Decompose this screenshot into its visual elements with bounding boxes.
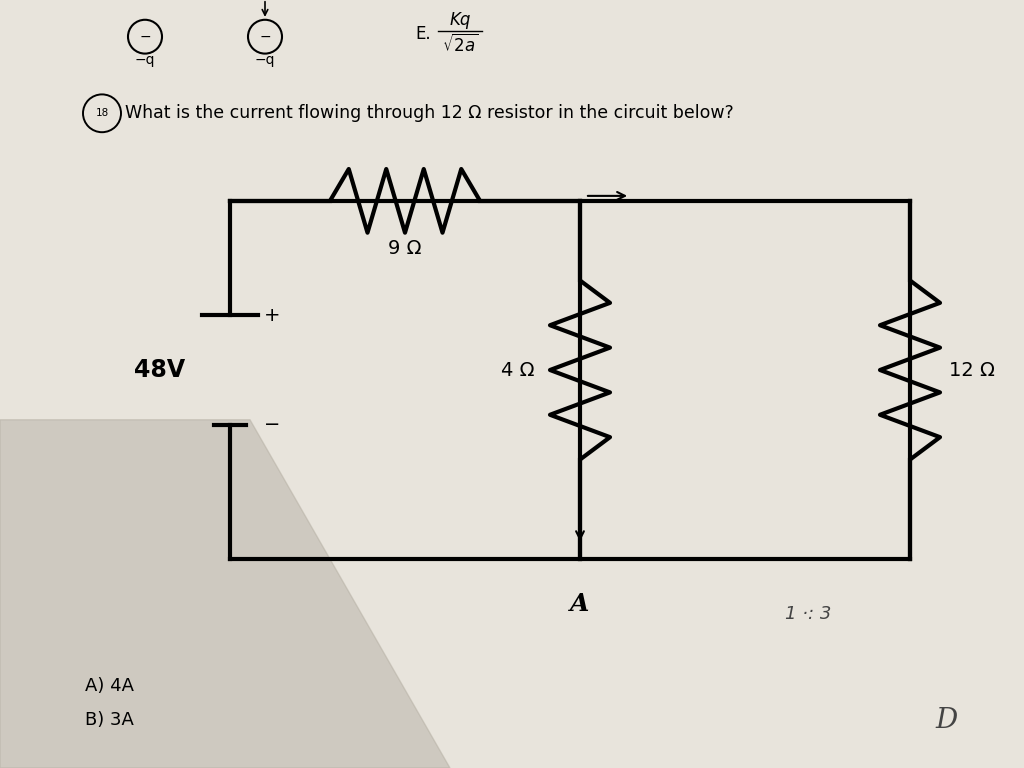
Polygon shape (0, 420, 450, 768)
Text: −: − (264, 415, 281, 434)
Text: −: − (259, 30, 270, 44)
Text: 12 Ω: 12 Ω (949, 360, 995, 379)
Text: D: D (935, 707, 957, 733)
Text: E.: E. (415, 25, 431, 43)
Text: B) 3A: B) 3A (85, 711, 134, 730)
Text: 9 Ω: 9 Ω (388, 239, 422, 258)
Text: 1 ·: 3: 1 ·: 3 (785, 604, 831, 623)
Text: −q: −q (135, 52, 156, 67)
Text: A: A (570, 592, 590, 616)
Text: +: + (264, 306, 281, 325)
Text: 48V: 48V (134, 358, 185, 382)
Text: 18: 18 (95, 108, 109, 118)
Text: Kq: Kq (450, 11, 471, 28)
Text: $\sqrt{2a}$: $\sqrt{2a}$ (441, 34, 478, 56)
Text: A) 4A: A) 4A (85, 677, 134, 695)
Text: 4 Ω: 4 Ω (502, 360, 535, 379)
Text: −q: −q (255, 52, 275, 67)
Text: What is the current flowing through 12 Ω resistor in the circuit below?: What is the current flowing through 12 Ω… (125, 104, 734, 122)
Text: −: − (139, 30, 151, 44)
